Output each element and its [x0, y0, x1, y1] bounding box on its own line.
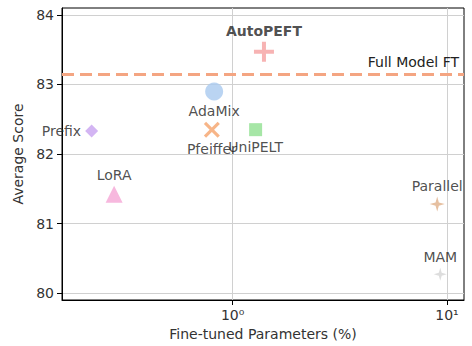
svg-text:83: 83 — [36, 76, 54, 92]
svg-text:Pfeiffer: Pfeiffer — [186, 140, 237, 157]
svg-text:81: 81 — [36, 216, 54, 232]
svg-text:80: 80 — [36, 285, 54, 301]
svg-text:LoRA: LoRA — [97, 167, 132, 183]
svg-text:Fine-tuned Parameters (%): Fine-tuned Parameters (%) — [169, 326, 356, 342]
svg-text:84: 84 — [36, 7, 54, 23]
svg-text:AutoPEFT: AutoPEFT — [226, 23, 303, 39]
svg-text:82: 82 — [36, 146, 54, 162]
svg-text:Prefix: Prefix — [42, 123, 81, 139]
svg-text:AdaMix: AdaMix — [189, 103, 240, 119]
svg-text:Full Model FT: Full Model FT — [368, 54, 460, 70]
svg-text:10⁰: 10⁰ — [221, 307, 245, 323]
svg-text:UniPELT: UniPELT — [228, 139, 283, 155]
svg-text:Parallel: Parallel — [412, 178, 463, 194]
svg-text:10¹: 10¹ — [435, 307, 458, 323]
svg-text:Average Score: Average Score — [10, 103, 26, 204]
svg-text:MAM: MAM — [423, 249, 457, 265]
